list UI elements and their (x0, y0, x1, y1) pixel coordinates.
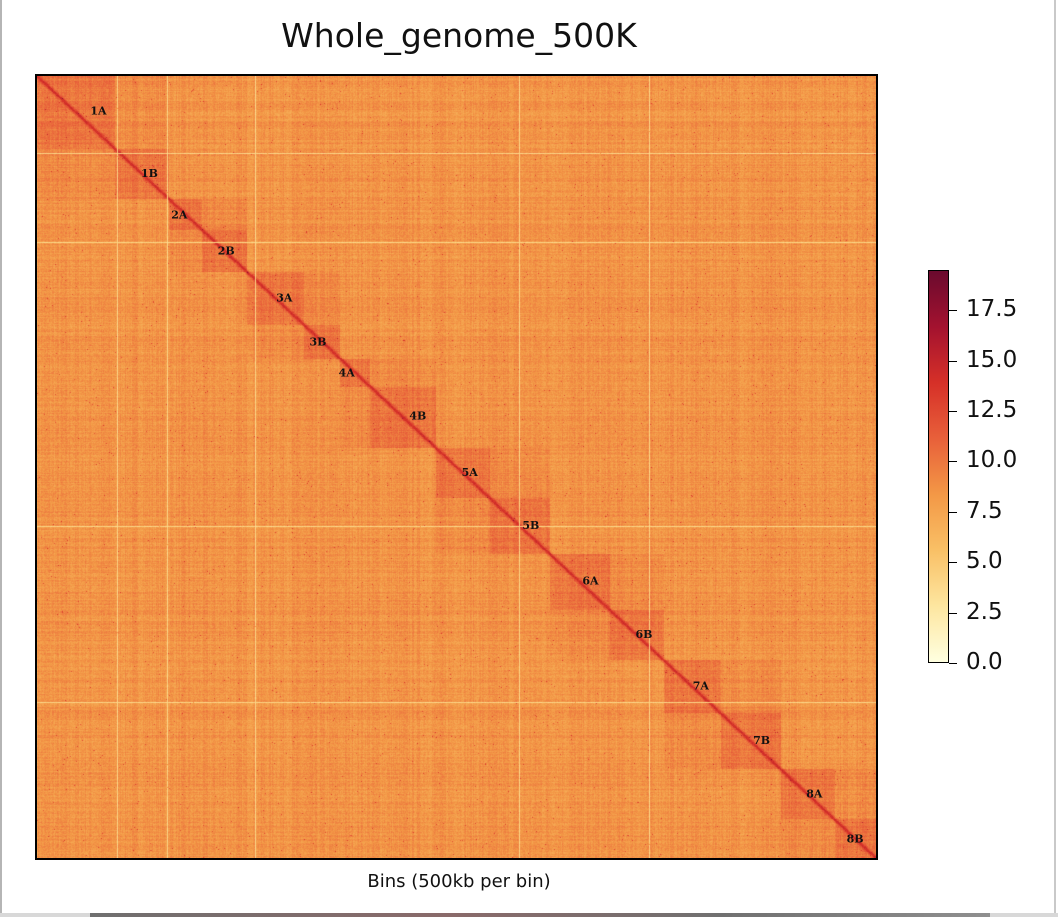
colorbar-tick-label: 7.5 (966, 497, 1003, 524)
colorbar-tick (949, 411, 957, 413)
colorbar-tick-label: 15.0 (966, 346, 1018, 373)
colorbar-tick (949, 562, 957, 564)
colorbar-tick-label: 0.0 (966, 649, 1003, 675)
colorbar-tick (949, 612, 957, 614)
colorbar-tick (949, 663, 957, 664)
block-label-layer: 1A 1B 2A 2B 3A 3B 4A 4B 5A 5B 6A 6B 7A 7B 8A 8B (90, 105, 864, 846)
block-label-7a: 7A (693, 680, 710, 693)
taskbar-strip (90, 913, 990, 917)
colorbar-tick (949, 360, 957, 362)
block-label-1b: 1B (141, 167, 158, 180)
block-label-2b: 2B (218, 244, 235, 257)
colorbar-tick (949, 310, 957, 312)
block-label-4b: 4B (409, 410, 426, 423)
colorbar-tick-label: 12.5 (966, 397, 1018, 424)
block-label-5b: 5B (522, 519, 539, 532)
block-label-8b: 8B (847, 832, 864, 845)
colorbar-tick-label: 17.5 (966, 296, 1018, 323)
block-label-3b: 3B (309, 336, 326, 349)
colorbar (928, 270, 949, 663)
colorbar-tick-label: 5.0 (966, 548, 1003, 575)
block-label-3a: 3A (276, 291, 293, 304)
block-label-6b: 6B (635, 628, 652, 641)
x-axis-label: Bins (500kb per bin) (367, 871, 551, 892)
block-label-7b: 7B (753, 734, 770, 747)
heatmap-plot-area: 1A 1B 2A 2B 3A 3B 4A 4B 5A 5B 6A 6B 7A 7B 8A 8B (35, 74, 878, 860)
bottom-edge-strip (0, 913, 1058, 917)
colorbar-tick-label: 2.5 (966, 598, 1003, 625)
block-label-6a: 6A (582, 575, 599, 588)
block-label-8a: 8A (806, 787, 823, 800)
block-label-2a: 2A (171, 209, 188, 222)
colorbar-tick (949, 461, 957, 463)
colorbar-tick (949, 511, 957, 513)
colorbar-axis: 0.0 2.5 5.0 7.5 10.0 12.5 15.0 17.5 (949, 270, 1049, 674)
block-label-1a: 1A (90, 105, 107, 118)
block-label-5a: 5A (462, 466, 479, 479)
colorbar-tick-label: 10.0 (966, 447, 1018, 474)
block-label-4a: 4A (339, 367, 356, 380)
contact-matrix-heatmap (37, 76, 876, 858)
chart-title: Whole_genome_500K (281, 16, 637, 55)
